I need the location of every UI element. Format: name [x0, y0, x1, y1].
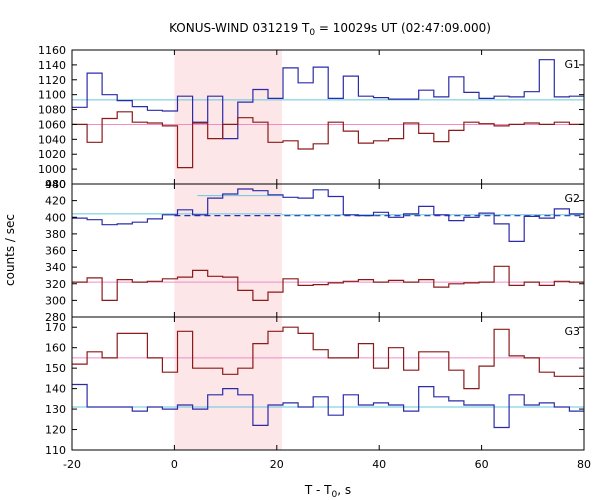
panel-label: G1	[564, 58, 580, 71]
y-tick-label: 150	[45, 362, 66, 375]
y-tick-label: 1040	[38, 133, 66, 146]
series-blue-g1	[72, 59, 584, 140]
y-tick-label: 340	[45, 261, 66, 274]
y-tick-label: 140	[45, 383, 66, 396]
series-red-g3	[72, 326, 584, 390]
x-tick-label: 40	[372, 458, 386, 471]
series-red-g2	[72, 265, 584, 301]
x-tick-label: 20	[270, 458, 284, 471]
y-tick-label: 440	[45, 178, 66, 191]
panel-label: G3	[564, 325, 580, 338]
y-tick-label: 130	[45, 403, 66, 416]
y-tick-label: 1100	[38, 89, 66, 102]
y-tick-label: 1080	[38, 104, 66, 117]
x-axis-label-main: T - T	[304, 483, 332, 497]
chart-title-main: KONUS-WIND 031219 T	[169, 21, 310, 35]
y-tick-label: 110	[45, 444, 66, 457]
y-tick-label: 380	[45, 228, 66, 241]
y-tick-label: 1120	[38, 74, 66, 87]
y-tick-label: 160	[45, 342, 66, 355]
y-tick-label: 1060	[38, 118, 66, 131]
y-tick-label: 320	[45, 278, 66, 291]
plot-area: 980100010201040106010801100112011401160G…	[38, 44, 591, 471]
panel-frame	[71, 183, 585, 318]
y-tick-label: 300	[45, 294, 66, 307]
y-tick-label: 980	[45, 178, 66, 191]
x-axis-label-sub: 0	[332, 490, 338, 500]
y-tick-label: 1020	[38, 148, 66, 161]
chart-title-rest: = 10029s UT (02:47:09.000)	[315, 21, 491, 35]
chart-title-sub: 0	[309, 28, 315, 38]
x-tick-label: 80	[577, 458, 591, 471]
series-red-g1	[72, 111, 584, 169]
series-blue-g3	[72, 383, 584, 429]
panel-g3: 110 120 130 140 150 160 170 G3	[45, 316, 585, 457]
y-tick-label: 1160	[38, 44, 66, 57]
y-tick-label: 420	[45, 195, 66, 208]
y-tick-label: 1000	[38, 163, 66, 176]
y-axis-label: counts / sec	[3, 214, 17, 286]
x-tick-label: -20	[63, 458, 81, 471]
x-axis-label-rest: , s	[337, 483, 351, 497]
panel-label: G2	[564, 192, 580, 205]
y-tick-label: 1140	[38, 59, 66, 72]
y-tick-label: 400	[45, 211, 66, 224]
series-blue-g2	[72, 188, 584, 242]
x-axis-label: T - T0, s	[304, 483, 351, 500]
y-tick-label: 170	[45, 321, 66, 334]
panel-frame	[71, 316, 585, 451]
y-tick-label: 360	[45, 245, 66, 258]
highlight-interval	[174, 50, 282, 450]
x-tick-label: 60	[475, 458, 489, 471]
y-tick-label: 280	[45, 311, 66, 324]
panel-g2: 280 300 320 340 360 380 400 420 440 G2	[45, 178, 585, 324]
x-tick-label: 0	[171, 458, 178, 471]
chart-title: KONUS-WIND 031219 T0 = 10029s UT (02:47:…	[169, 21, 491, 38]
y-tick-label: 120	[45, 424, 66, 437]
